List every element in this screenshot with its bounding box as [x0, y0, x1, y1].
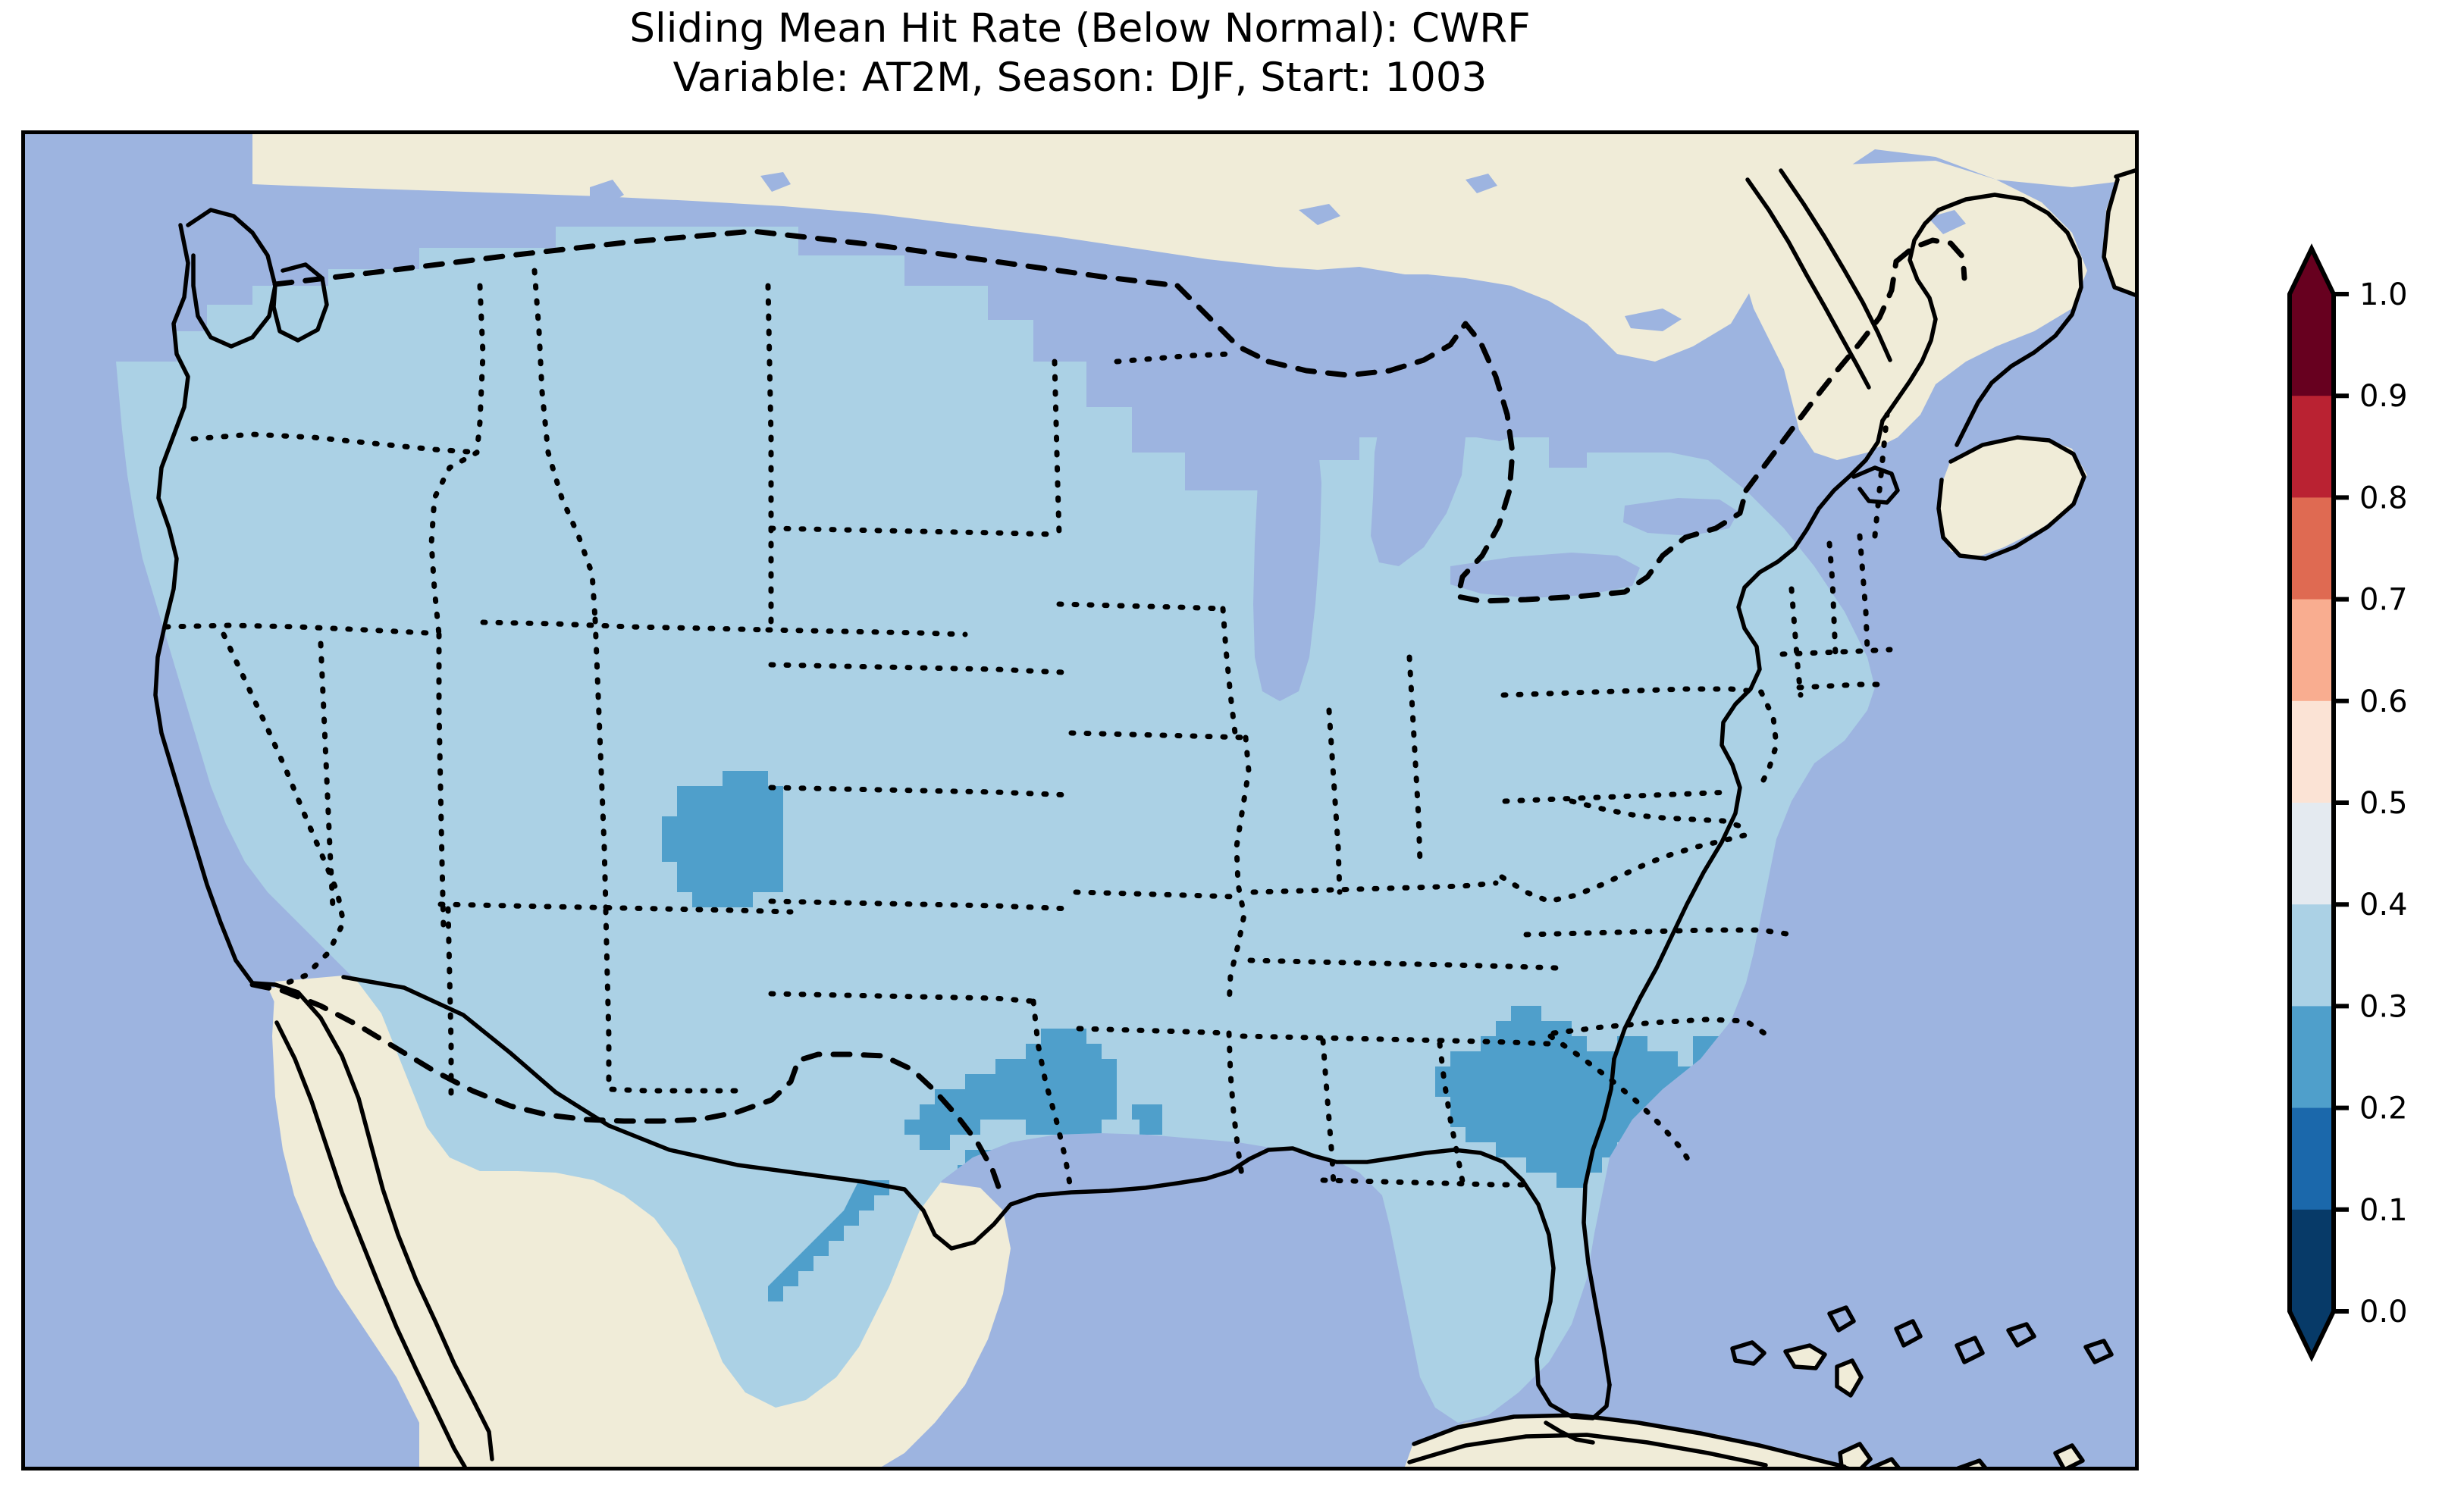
colorbar-ticks: 1.0 0.9 0.8 0.7 0.6 0.5 0.4 0.3 0.2 0.1 0.0 — [2334, 277, 2408, 1330]
great-lakes-layer — [590, 172, 2043, 701]
title-line-2: Variable: AT2M, Season: DJF, Start: 1003 — [672, 54, 1487, 101]
international-border-layer — [249, 228, 1967, 1198]
map-plot-area: .c-ocean { fill:#9db4e0; } .c-land { fil… — [21, 130, 2139, 1471]
svg-text:1.0: 1.0 — [2359, 277, 2408, 312]
title-line-1: Sliding Mean Hit Rate (Below Normal): CW… — [629, 5, 1531, 52]
svg-text:0.8: 0.8 — [2359, 481, 2408, 515]
svg-text:0.3: 0.3 — [2359, 989, 2408, 1024]
coastline-layer — [153, 168, 2135, 1467]
map-svg: .c-ocean { fill:#9db4e0; } .c-land { fil… — [25, 134, 2135, 1467]
bahamas-outline — [1730, 1305, 2114, 1467]
svg-text:0.7: 0.7 — [2359, 583, 2408, 618]
svg-text:0.4: 0.4 — [2359, 888, 2408, 922]
svg-text:0.6: 0.6 — [2359, 684, 2408, 719]
svg-text:0.2: 0.2 — [2359, 1092, 2408, 1126]
svg-text:0.0: 0.0 — [2359, 1295, 2408, 1330]
state-border-layer — [163, 268, 1893, 1195]
colorbar-svg: 1.0 0.9 0.8 0.7 0.6 0.5 0.4 0.3 0.2 0.1 0.0 — [2287, 243, 2408, 1362]
figure-title: Sliding Mean Hit Rate (Below Normal): CW… — [0, 5, 2160, 102]
bahamas-islands — [1788, 1347, 2081, 1467]
colorbar-swatches — [2287, 243, 2336, 1362]
colorbar: 1.00.90.80.70.60.50.40.30.20.10.0 Hit Ra… — [2259, 227, 2464, 1380]
svg-text:0.5: 0.5 — [2359, 786, 2408, 821]
svg-text:0.1: 0.1 — [2359, 1193, 2408, 1228]
svg-text:0.9: 0.9 — [2359, 379, 2408, 414]
